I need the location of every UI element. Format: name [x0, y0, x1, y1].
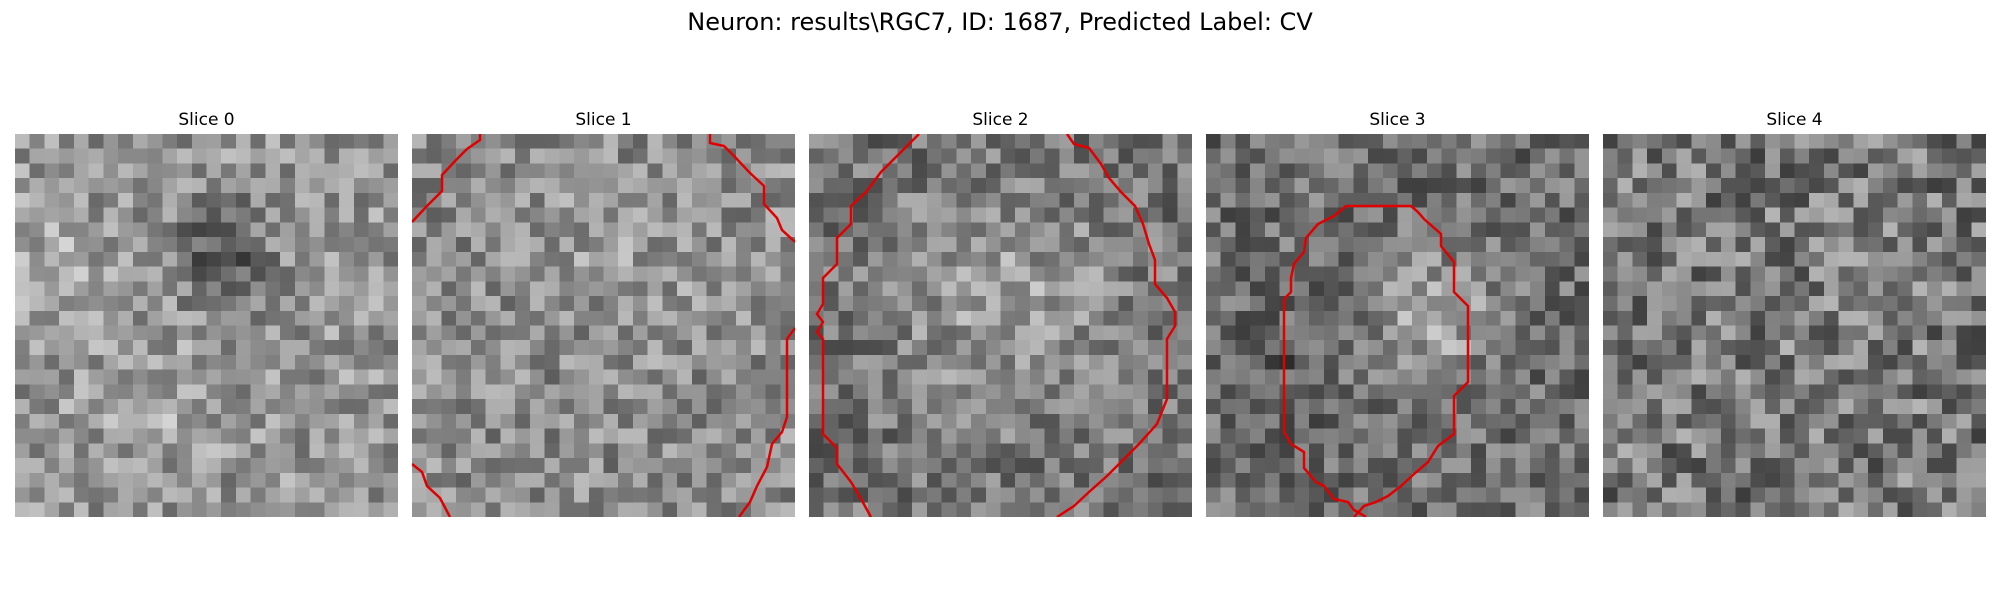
slice-panel-0: Slice 0	[15, 108, 398, 517]
contour-overlay	[1603, 134, 1986, 517]
slice-image	[15, 134, 398, 517]
contour-overlay	[412, 134, 795, 517]
slice-title: Slice 0	[178, 110, 235, 130]
contour-overlay	[15, 134, 398, 517]
contour-line	[412, 134, 482, 223]
slice-title: Slice 4	[1766, 110, 1823, 130]
contour-overlay	[815, 134, 1177, 517]
slice-panel-3: Slice 3	[1206, 108, 1589, 517]
contour-line	[412, 463, 452, 517]
slice-image	[1603, 134, 1986, 517]
slice-image	[412, 134, 795, 517]
contour-line	[1056, 134, 1177, 517]
contour-overlay	[1282, 204, 1470, 517]
contour-line	[708, 134, 795, 243]
slice-image	[809, 134, 1192, 517]
contour-line	[1282, 204, 1367, 517]
contour-line	[815, 134, 920, 517]
slice-title: Slice 1	[575, 110, 632, 130]
slice-image	[1206, 134, 1589, 517]
grayscale-image	[1603, 134, 1986, 517]
contour-line	[737, 327, 795, 517]
slice-panel-1: Slice 1	[412, 108, 795, 517]
figure-title: Neuron: results\RGC7, ID: 1687, Predicte…	[687, 8, 1313, 36]
slice-panel-4: Slice 4	[1603, 108, 1986, 517]
slice-panel-2: Slice 2	[809, 108, 1192, 517]
grayscale-image	[412, 134, 795, 517]
slice-title: Slice 2	[972, 110, 1029, 130]
contour-line	[1353, 204, 1470, 517]
slice-title: Slice 3	[1369, 110, 1426, 130]
grayscale-image	[1206, 134, 1589, 517]
grayscale-image	[15, 134, 398, 517]
